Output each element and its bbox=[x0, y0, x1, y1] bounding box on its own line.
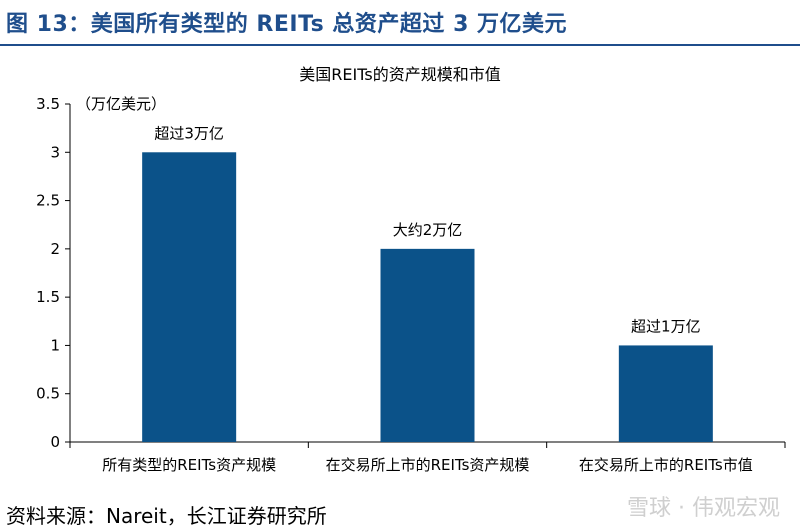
y-ticks: 0 0.5 1 1.5 2 2.5 3 3.5 bbox=[36, 95, 70, 451]
chart-title: 美国REITs的资产规模和市值 bbox=[299, 65, 500, 84]
bar bbox=[380, 248, 475, 442]
bar bbox=[618, 345, 713, 442]
bar-data-label: 超过1万亿 bbox=[631, 317, 701, 335]
y-tick-label: 3 bbox=[50, 143, 60, 161]
y-tick-label: 1 bbox=[50, 336, 60, 354]
y-tick-label: 2 bbox=[50, 240, 60, 258]
watermark: 雪球 · 伟观宏观 bbox=[627, 496, 780, 521]
category-label: 所有类型的REITs资产规模 bbox=[102, 456, 276, 474]
y-tick-label: 0 bbox=[50, 433, 60, 451]
y-tick-label: 1.5 bbox=[36, 288, 60, 306]
y-tick-label: 3.5 bbox=[36, 95, 60, 113]
category-labels: 所有类型的REITs资产规模 在交易所上市的REITs资产规模 在交易所上市的REI… bbox=[102, 456, 752, 474]
category-label: 在交易所上市的REITs资产规模 bbox=[326, 456, 530, 474]
bar-data-label: 超过3万亿 bbox=[154, 124, 224, 142]
y-axis-unit-label: （万亿美元） bbox=[76, 95, 166, 113]
x-ticks bbox=[69, 442, 786, 448]
bar bbox=[142, 152, 237, 443]
bar-data-label: 大约2万亿 bbox=[393, 221, 463, 239]
title-divider bbox=[0, 44, 800, 46]
source-note: 资料来源：Nareit，长江证券研究所 bbox=[6, 504, 327, 528]
category-label: 在交易所上市的REITs市值 bbox=[579, 456, 753, 474]
bars bbox=[142, 152, 713, 443]
y-tick-label: 2.5 bbox=[36, 192, 60, 210]
y-tick-label: 0.5 bbox=[36, 385, 60, 403]
figure-title: 图 13：美国所有类型的 REITs 总资产超过 3 万亿美元 bbox=[6, 12, 568, 37]
bar-chart: 美国REITs的资产规模和市值 （万亿美元） 00.511.522.533.5 … bbox=[36, 65, 786, 474]
